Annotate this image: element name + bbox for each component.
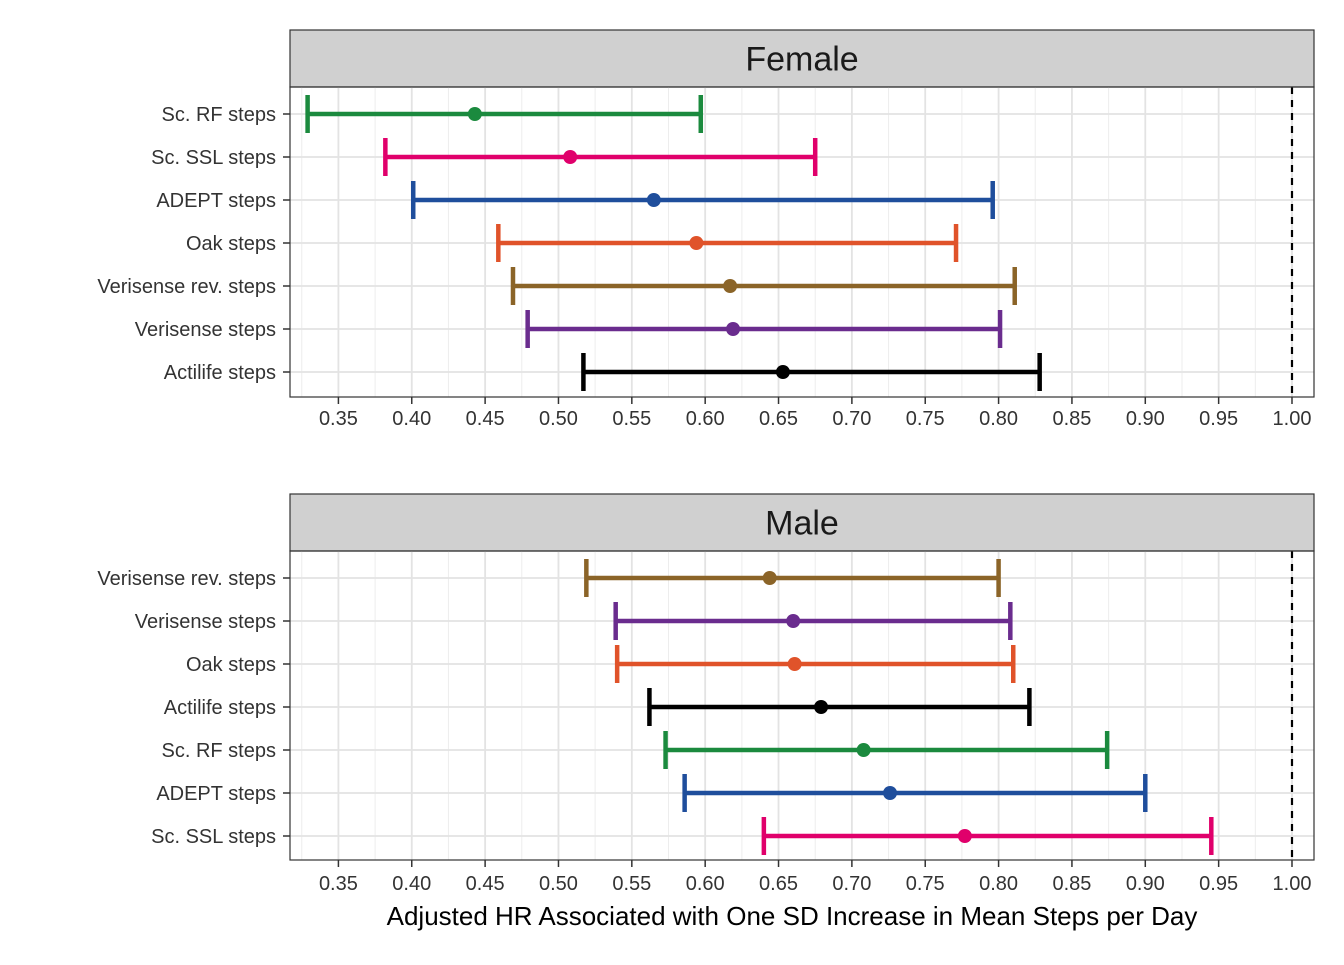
panel-male: Male Verisense rev. steps Verisense steps O… (97, 493, 1315, 895)
x-tick-label: 0.75 (906, 873, 945, 895)
x-tick-label: 0.95 (1199, 873, 1238, 895)
y-tick-label: Oak steps (186, 233, 276, 255)
y-tick-label: Verisense steps (135, 319, 276, 341)
x-tick-label: 0.65 (759, 408, 798, 430)
x-tick-label: 0.55 (612, 873, 651, 895)
point-estimate (726, 322, 741, 336)
x-tick-label: 0.70 (832, 873, 871, 895)
panel-title: Female (745, 41, 858, 79)
point-estimate (723, 279, 738, 293)
point-estimate (786, 614, 801, 628)
point-estimate (646, 193, 661, 207)
point-estimate (787, 657, 802, 671)
y-tick-label: ADEPT steps (156, 783, 276, 805)
point-estimate (856, 743, 871, 757)
y-tick-label: Sc. RF steps (162, 740, 276, 762)
x-tick-label: 0.95 (1199, 408, 1238, 430)
y-tick-label: Verisense rev. steps (97, 568, 276, 590)
x-tick-label: 0.60 (686, 873, 725, 895)
x-tick-label: 0.60 (686, 408, 725, 430)
y-tick-label: Actilife steps (164, 697, 276, 719)
point-estimate (689, 236, 704, 250)
x-tick-label: 0.85 (1052, 873, 1091, 895)
panel-female: Female Sc. RF steps Sc. SSL steps ADEPT ste… (97, 29, 1315, 430)
y-tick-label: Sc. RF steps (162, 104, 276, 126)
x-axis-label: Adjusted HR Associated with One SD Incre… (387, 901, 1198, 931)
x-tick-label: 1.00 (1273, 408, 1312, 430)
x-tick-label: 0.70 (832, 408, 871, 430)
x-tick-label: 0.90 (1126, 408, 1165, 430)
x-tick-label: 0.55 (612, 408, 651, 430)
y-tick-label: Actilife steps (164, 362, 276, 384)
point-estimate (762, 571, 777, 585)
point-estimate (957, 829, 972, 843)
point-estimate (775, 365, 790, 379)
y-tick-label: Oak steps (186, 654, 276, 676)
panel-title: Male (765, 505, 839, 543)
panel-border (289, 86, 1315, 398)
x-tick-label: 0.85 (1052, 408, 1091, 430)
panel-strip (289, 493, 1315, 552)
x-tick-label: 0.75 (906, 408, 945, 430)
x-tick-label: 0.40 (392, 408, 431, 430)
x-tick-label: 0.35 (319, 408, 358, 430)
point-estimate (563, 150, 578, 164)
x-tick-label: 0.40 (392, 873, 431, 895)
point-estimate (883, 786, 898, 800)
y-tick-label: Sc. SSL steps (151, 826, 276, 848)
x-tick-label: 0.50 (539, 408, 578, 430)
x-tick-label: 0.80 (979, 408, 1018, 430)
x-tick-label: 0.90 (1126, 873, 1165, 895)
x-tick-label: 0.45 (466, 408, 505, 430)
x-tick-label: 0.45 (466, 873, 505, 895)
x-tick-label: 1.00 (1273, 873, 1312, 895)
point-estimate (467, 107, 482, 121)
y-tick-label: Verisense steps (135, 611, 276, 633)
y-tick-label: Sc. SSL steps (151, 147, 276, 169)
y-tick-label: ADEPT steps (156, 190, 276, 212)
x-tick-label: 0.80 (979, 873, 1018, 895)
x-tick-label: 0.65 (759, 873, 798, 895)
x-tick-label: 0.50 (539, 873, 578, 895)
point-estimate (814, 700, 829, 714)
x-tick-label: 0.35 (319, 873, 358, 895)
panel-strip (289, 29, 1315, 88)
panel-border (289, 550, 1315, 861)
y-tick-label: Verisense rev. steps (97, 276, 276, 298)
